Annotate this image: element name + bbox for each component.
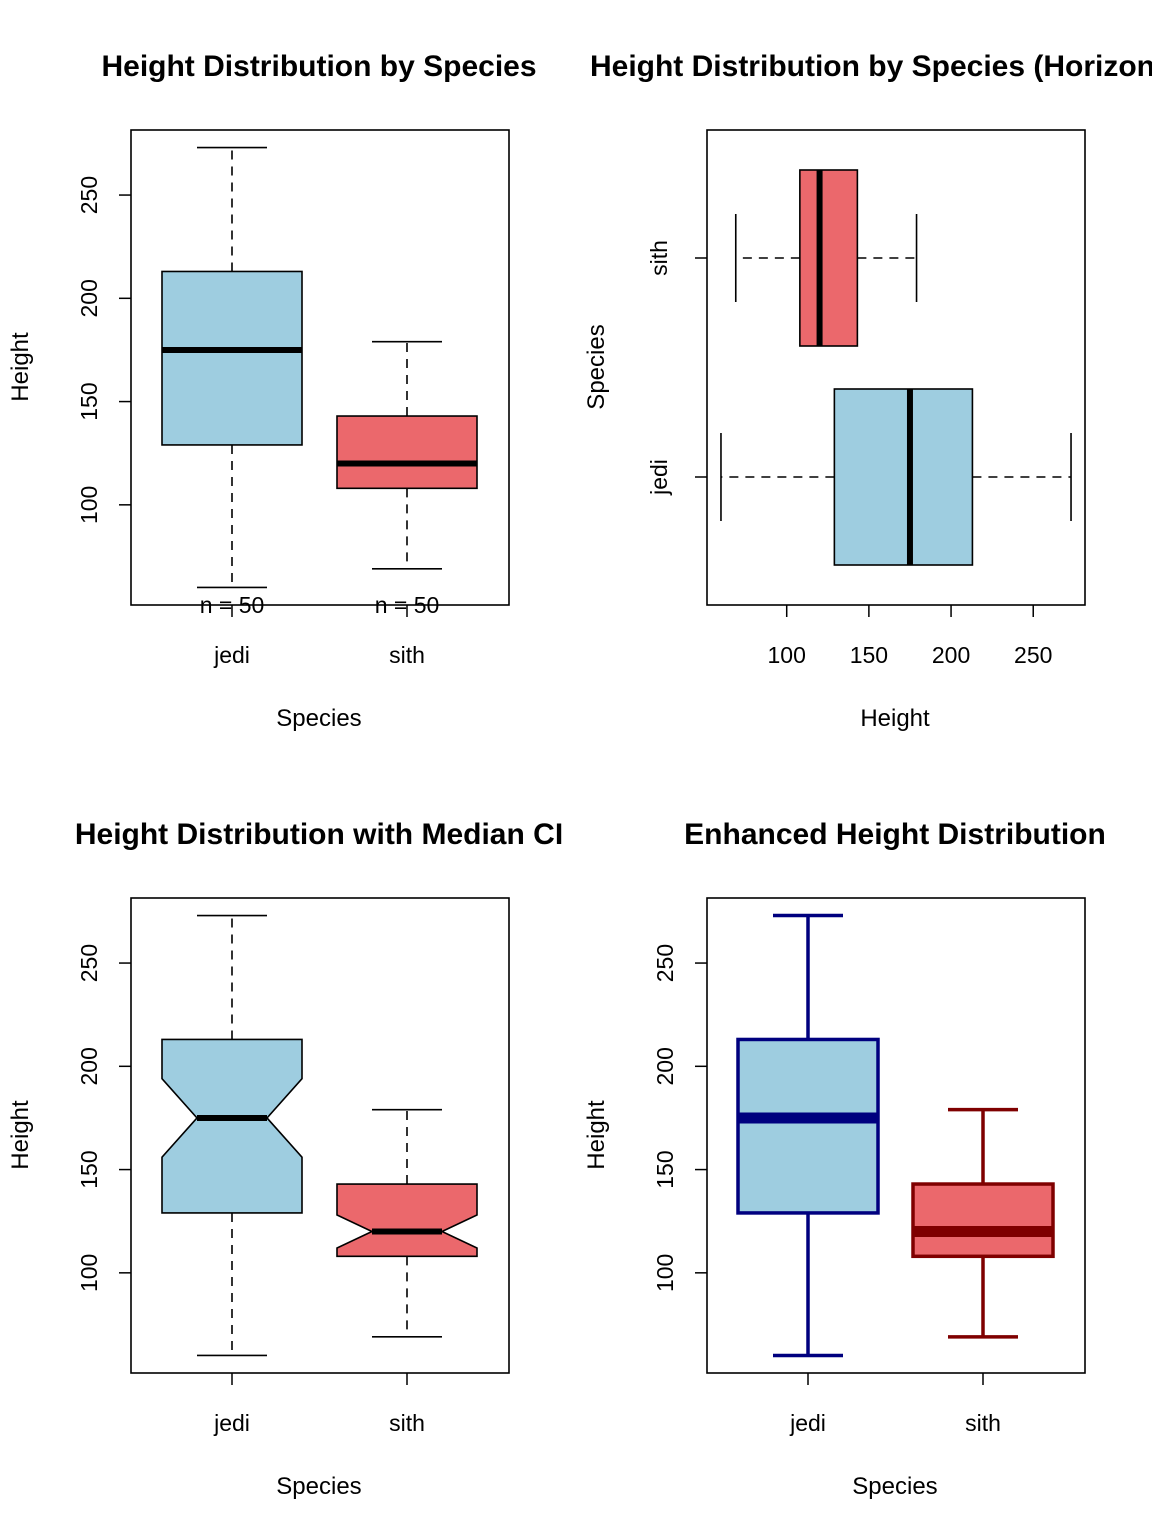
box-sith: [911, 1182, 1055, 1259]
x-axis-label: Species: [852, 1473, 937, 1500]
plot-area: 100 150 200 250 jedi sith n = 50 n = 50: [76, 129, 510, 668]
y-tick-label: 200: [76, 279, 102, 317]
x-tick-label: 100: [768, 642, 806, 668]
y-tick-label: sith: [646, 240, 672, 276]
chart-title: Height Distribution by Species: [101, 50, 536, 83]
plot-frame: [130, 129, 510, 606]
x-tick-label: sith: [389, 642, 425, 668]
x-axis-label: Species: [276, 705, 361, 732]
count-label: n = 50: [375, 592, 440, 618]
y-tick-label: jedi: [646, 459, 672, 496]
plot-frame: [130, 897, 510, 1374]
box-sith: [799, 169, 859, 347]
box-sith: [336, 415, 478, 490]
box-jedi: [736, 1037, 880, 1215]
y-tick-label: 250: [652, 944, 678, 982]
plot-area: 100 150 200 250 jedi sith: [76, 897, 510, 1436]
x-axis-label: Height: [860, 705, 930, 732]
plot-area: 100 150 200 250 jedi sith: [646, 129, 1086, 668]
y-tick-label: 100: [652, 1254, 678, 1292]
x-tick-label: sith: [965, 1410, 1001, 1436]
count-label: n = 50: [200, 592, 265, 618]
box-jedi: [161, 270, 303, 446]
y-axis-label: Height: [7, 332, 34, 402]
x-tick-label: jedi: [213, 1410, 250, 1436]
y-tick-label: 100: [76, 1254, 102, 1292]
x-tick-label: jedi: [789, 1410, 826, 1436]
y-tick-label: 250: [76, 176, 102, 214]
panel-species-horizontal: Height Distribution by Species (Horizont…: [583, 50, 1152, 732]
x-tick-label: jedi: [213, 642, 250, 668]
panel-species-vertical: Height Distribution by Species Species H…: [7, 50, 537, 732]
chart-title: Enhanced Height Distribution: [684, 818, 1106, 851]
plot-area: 100 150 200 250 jedi sith: [652, 897, 1086, 1436]
y-axis-label: Height: [583, 1100, 610, 1170]
y-tick-label: 150: [76, 1150, 102, 1188]
y-axis-label: Height: [7, 1100, 34, 1170]
y-tick-label: 200: [652, 1047, 678, 1085]
plot-frame: [706, 129, 1086, 606]
box-jedi: [161, 1038, 303, 1214]
y-tick-label: 150: [652, 1150, 678, 1188]
panel-median-ci: Height Distribution with Median CI Speci…: [7, 818, 563, 1500]
x-tick-label: 200: [932, 642, 970, 668]
panel-enhanced: Enhanced Height Distribution Species Hei…: [583, 818, 1106, 1500]
y-axis-label: Species: [583, 324, 610, 409]
y-tick-label: 100: [76, 486, 102, 524]
x-tick-label: 250: [1014, 642, 1052, 668]
plot-frame: [706, 897, 1086, 1374]
y-tick-label: 200: [76, 1047, 102, 1085]
x-tick-label: sith: [389, 1410, 425, 1436]
chart-title: Height Distribution by Species (Horizont…: [590, 50, 1152, 83]
y-tick-label: 150: [76, 382, 102, 420]
box-sith: [336, 1183, 478, 1258]
y-tick-label: 250: [76, 944, 102, 982]
box-jedi: [833, 388, 974, 566]
x-axis-label: Species: [276, 1473, 361, 1500]
chart-title: Height Distribution with Median CI: [75, 818, 563, 851]
x-tick-label: 150: [850, 642, 888, 668]
